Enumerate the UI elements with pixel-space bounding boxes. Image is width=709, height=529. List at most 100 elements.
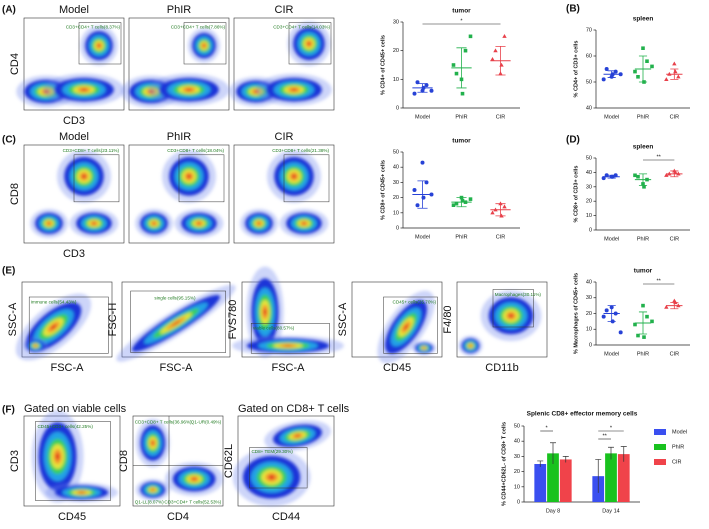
gate bbox=[73, 154, 120, 203]
flow-plot: CD3+CD4+ T cells(8.37%) Model CD4 CD3 bbox=[9, 4, 125, 127]
x-tick-label: Day 8 bbox=[546, 508, 560, 514]
sd-bar bbox=[638, 173, 648, 186]
y-tick-label: 10 bbox=[514, 484, 520, 490]
y-tick-label: 30 bbox=[586, 184, 592, 190]
data-point bbox=[454, 201, 459, 206]
data-point bbox=[676, 74, 681, 79]
density-level bbox=[192, 477, 197, 481]
data-point bbox=[412, 188, 417, 192]
y-axis-label: FVS780 bbox=[227, 300, 239, 340]
sd-bar bbox=[456, 197, 467, 208]
significance-label: ** bbox=[657, 154, 662, 160]
y-tick-label: 10 bbox=[393, 77, 399, 83]
data-point bbox=[463, 48, 468, 53]
sd-bar bbox=[607, 70, 616, 78]
chart-title: spleen bbox=[633, 144, 654, 151]
data-point bbox=[424, 180, 429, 185]
data-point bbox=[499, 62, 504, 67]
gate bbox=[249, 447, 308, 489]
y-tick-label: 20 bbox=[586, 199, 592, 205]
data-point bbox=[633, 69, 637, 74]
data-point bbox=[420, 160, 425, 165]
panel-label: (C) bbox=[2, 135, 16, 146]
plot-title: Model bbox=[59, 131, 89, 143]
density-level bbox=[283, 345, 293, 347]
x-axis-label: CD3 bbox=[63, 248, 85, 260]
y-tick-label: 20 bbox=[393, 195, 399, 201]
y-tick-label: 10 bbox=[393, 210, 399, 216]
significance-label: * bbox=[546, 425, 549, 431]
data-point bbox=[502, 34, 507, 38]
data-point bbox=[633, 173, 637, 178]
data-point bbox=[664, 304, 669, 309]
y-tick-label: 20 bbox=[393, 48, 399, 54]
x-tick-label: PhIR bbox=[637, 114, 649, 120]
data-point bbox=[415, 203, 420, 208]
x-tick-label: CIR bbox=[496, 114, 506, 120]
x-tick-label: CIR bbox=[670, 351, 680, 357]
chart-title: spleen bbox=[633, 16, 654, 23]
density-level bbox=[291, 88, 297, 91]
x-tick-label: PhIR bbox=[637, 236, 649, 242]
y-tick-label: 50 bbox=[393, 149, 399, 155]
sd-bar bbox=[417, 83, 428, 93]
y-axis-label: SSC-A bbox=[337, 302, 349, 336]
significance-label: * bbox=[610, 425, 613, 431]
data-point bbox=[642, 185, 646, 189]
x-tick-label: Model bbox=[415, 114, 430, 120]
data-point bbox=[633, 322, 637, 327]
gate-label: CD3+CD8+ T cells(36.96%) bbox=[135, 420, 192, 425]
gate-label: viable cells(80.57%) bbox=[253, 326, 295, 331]
y-tick-label: 50 bbox=[586, 79, 592, 85]
y-axis-label: CD8 bbox=[9, 183, 21, 205]
sd-bar bbox=[670, 302, 679, 310]
chart-title: tumor bbox=[634, 268, 653, 275]
y-tick-label: 40 bbox=[393, 165, 399, 171]
sd-bar bbox=[495, 45, 506, 76]
data-point bbox=[424, 83, 429, 88]
error-bar bbox=[537, 460, 544, 468]
y-axis-label: F4/80 bbox=[442, 305, 454, 333]
gate-label: immune cells(54.43%) bbox=[31, 299, 77, 304]
data-point bbox=[429, 88, 434, 93]
flow-plot: single cells(95.15%) FSC-H FSC-A bbox=[107, 281, 236, 374]
x-axis-label: CD44 bbox=[272, 511, 300, 523]
legend-swatch bbox=[654, 459, 666, 465]
density bbox=[135, 418, 224, 501]
y-axis-label: CD3 bbox=[9, 450, 21, 472]
error-bar bbox=[620, 446, 627, 462]
data-point bbox=[460, 198, 465, 203]
gate bbox=[283, 154, 330, 203]
data-point bbox=[650, 64, 654, 69]
flow-plot: Macrophages(30.11%) F4/80 CD11b bbox=[442, 281, 548, 374]
sd-bar bbox=[607, 174, 616, 179]
density-level bbox=[202, 44, 206, 47]
data-point bbox=[618, 72, 623, 77]
data-point bbox=[636, 333, 640, 338]
density-level bbox=[47, 222, 51, 225]
density bbox=[458, 290, 542, 356]
density bbox=[232, 266, 344, 358]
gate-label: CD3+CD4+ T cells(52.53%) bbox=[164, 500, 221, 505]
chart-title: tumor bbox=[452, 138, 471, 145]
density-level bbox=[152, 222, 156, 225]
plot-title: PhIR bbox=[167, 131, 192, 143]
gate-label: Q1-UR(0.49%) bbox=[191, 420, 222, 425]
density-level bbox=[292, 174, 296, 179]
x-axis-label: CD4 bbox=[167, 511, 189, 523]
x-axis-label: FSC-A bbox=[51, 362, 85, 374]
gate-label: Macrophages(30.11%) bbox=[495, 292, 542, 297]
gate bbox=[250, 323, 330, 354]
y-axis-label: % CD4+ of CD3+ cells bbox=[573, 41, 579, 98]
x-axis-label: CD3 bbox=[63, 115, 85, 127]
y-tick-label: 40 bbox=[586, 170, 592, 176]
legend-swatch bbox=[654, 444, 666, 450]
density bbox=[240, 149, 329, 238]
gate-label: CD3+CD8+ T cells(23.11%) bbox=[63, 148, 120, 153]
x-axis-label: FSC-A bbox=[272, 362, 306, 374]
density bbox=[377, 290, 437, 364]
error-bar bbox=[550, 442, 556, 464]
data-point bbox=[451, 203, 456, 207]
x-tick-label: Model bbox=[604, 351, 619, 357]
density-level bbox=[81, 88, 87, 91]
